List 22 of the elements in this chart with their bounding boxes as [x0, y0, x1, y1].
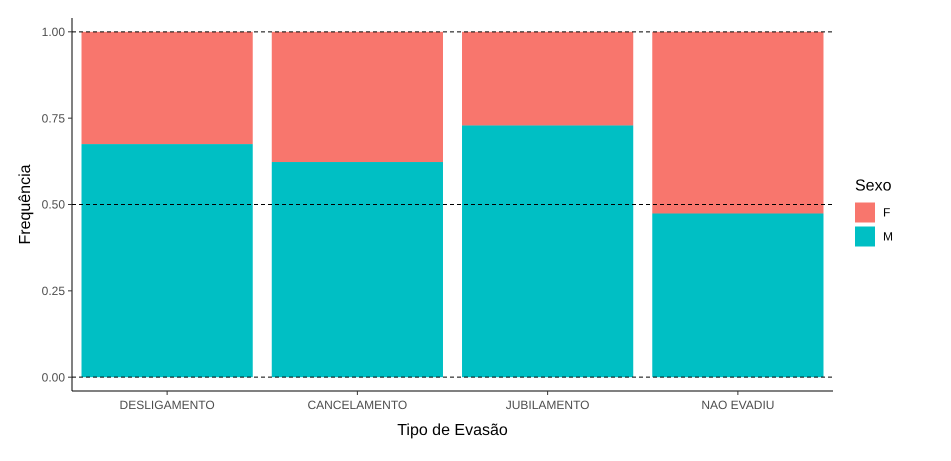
y-tick-label: 0.25: [42, 284, 66, 298]
x-tick-label: CANCELAMENTO: [307, 398, 408, 412]
y-tick-label: 1.00: [42, 25, 66, 40]
y-tick-label: 0.50: [42, 198, 66, 212]
bar: [82, 144, 253, 378]
bar: [652, 213, 824, 378]
y-tick-label: 0.00: [42, 370, 66, 384]
x-axis-title: Tipo de Evasão: [397, 422, 508, 439]
bar: [652, 32, 824, 214]
bar: [462, 125, 634, 378]
legend-label: F: [883, 206, 890, 220]
bar: [272, 32, 443, 162]
y-tick-label: 0.75: [42, 111, 66, 126]
bar: [462, 32, 634, 126]
x-tick-label: NAO EVADIU: [701, 398, 774, 412]
y-axis-title: Frequência: [17, 164, 34, 245]
legend-label: M: [883, 230, 893, 244]
bar: [82, 32, 253, 144]
x-tick-label: DESLIGAMENTO: [120, 398, 215, 412]
x-tick-label: JUBILAMENTO: [506, 398, 590, 412]
bar: [272, 162, 443, 378]
legend-title: Sexo: [855, 178, 892, 194]
